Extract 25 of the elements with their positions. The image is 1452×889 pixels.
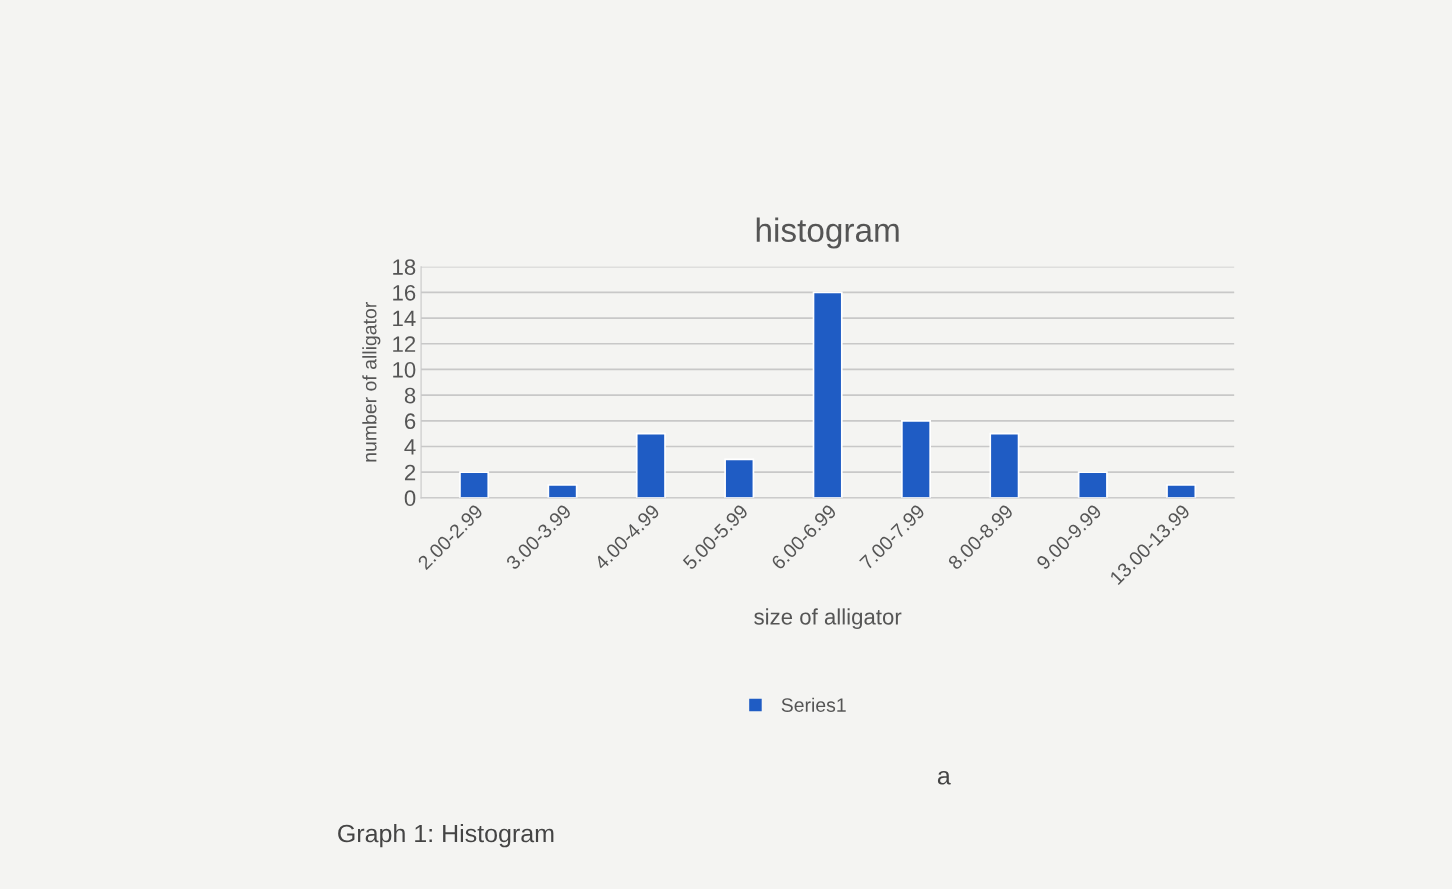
bar xyxy=(1077,471,1108,498)
bar xyxy=(459,471,490,498)
y-tick-label: 0 xyxy=(404,490,416,507)
caption: Graph 1: Histogram xyxy=(338,824,554,848)
bar xyxy=(635,432,666,498)
legend-label: Series1 xyxy=(781,697,846,712)
y-tick-label: 12 xyxy=(393,336,416,352)
y-axis-title: number of alligator xyxy=(362,302,381,462)
y-tick-label: 18 xyxy=(393,259,416,275)
y-tick-label: 8 xyxy=(404,387,416,404)
y-tick-label: 10 xyxy=(393,361,416,378)
bar xyxy=(812,291,843,498)
y-tick-label: 14 xyxy=(393,310,416,327)
y-tick-label: 4 xyxy=(404,439,416,455)
y-tick-label: 6 xyxy=(404,413,416,430)
text: a xyxy=(937,770,951,785)
x-axis-title: size of alligator xyxy=(754,608,902,630)
bar xyxy=(989,432,1020,498)
bar xyxy=(547,484,578,498)
y-tick-label: 2 xyxy=(404,464,416,481)
y-tick-label: 16 xyxy=(393,284,416,301)
bar xyxy=(1166,484,1197,498)
bar xyxy=(901,419,931,498)
bar xyxy=(724,458,755,498)
chart-title: histogram xyxy=(756,217,899,249)
